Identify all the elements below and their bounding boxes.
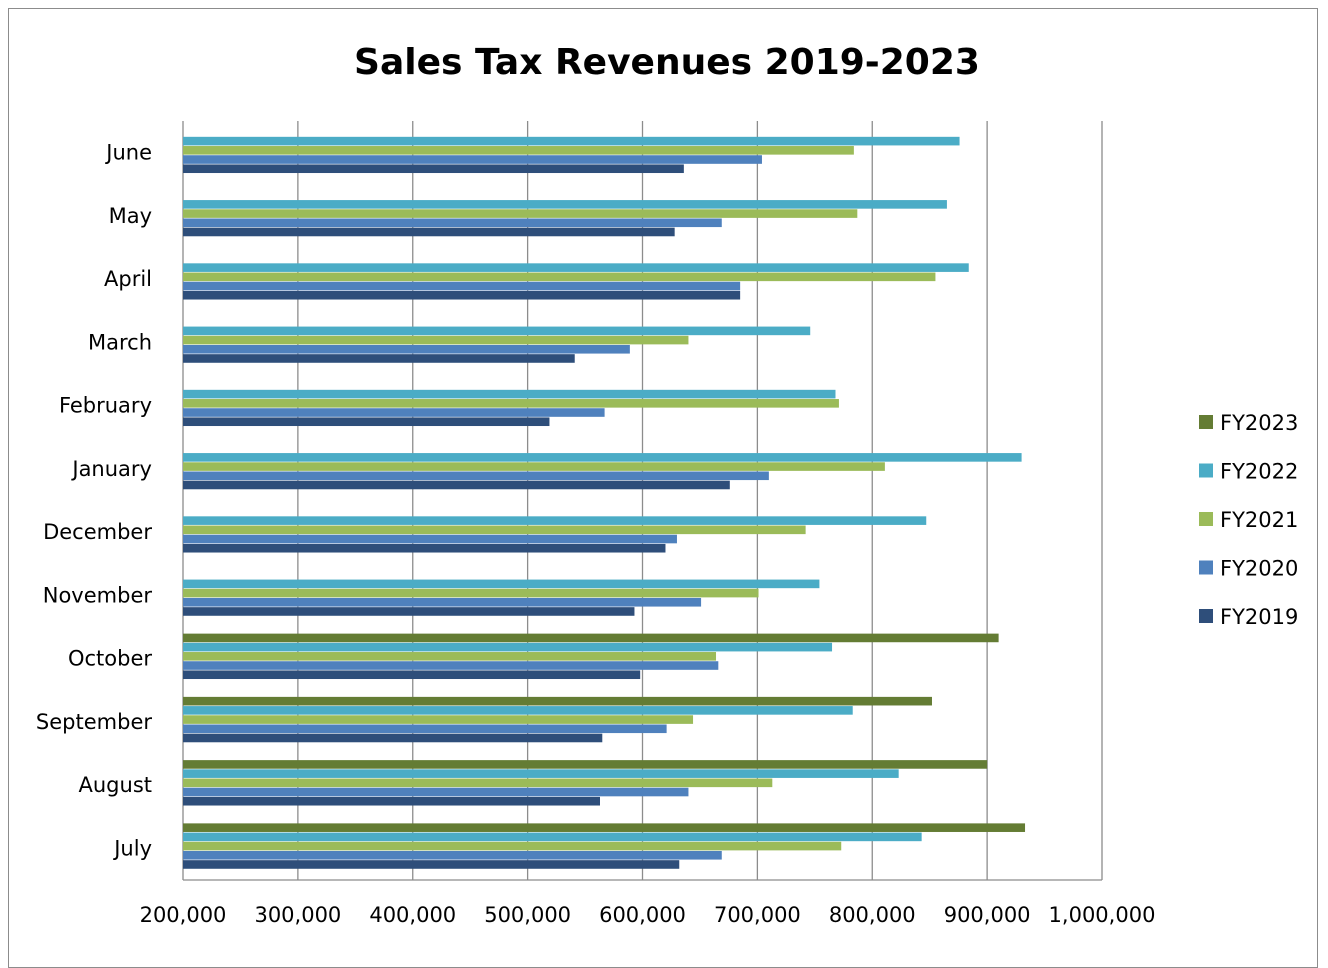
bar-fy2019-january (183, 480, 730, 490)
bar-fy2019-september (183, 733, 603, 743)
legend-swatch-fy2022 (1199, 463, 1213, 478)
x-tick-label-7: 900,000 (944, 903, 1031, 927)
legend-label-fy2021: FY2021 (1220, 508, 1298, 532)
bar-fy2022-december (183, 516, 927, 525)
x-tick-label-1: 300,000 (254, 903, 341, 927)
bar-fy2019-october (183, 670, 641, 680)
bar-fy2020-february (183, 408, 605, 417)
x-tick-label-0: 200,000 (140, 903, 227, 927)
bar-fy2021-january (183, 462, 885, 471)
legend-label-fy2022: FY2022 (1220, 460, 1298, 484)
category-label-july: July (112, 836, 152, 860)
legend-swatch-fy2023 (1199, 415, 1213, 429)
category-labels: July August September October November Decemb… (36, 141, 152, 861)
bar-fy2021-october (183, 652, 717, 661)
category-label-october: October (68, 647, 152, 671)
bar-fy2020-may (183, 218, 722, 228)
legend-label-fy2023: FY2023 (1220, 411, 1298, 435)
bar-fy2020-june (183, 155, 762, 164)
bar-fy2020-april (183, 281, 741, 291)
bar-fy2019-december (183, 543, 666, 553)
bar-fy2021-september (183, 715, 694, 724)
bar-fy2020-march (183, 344, 630, 354)
category-label-may: May (109, 204, 152, 228)
legend-swatch-fy2021 (1199, 512, 1213, 526)
bar-fy2020-november (183, 597, 702, 607)
x-tick-label-8: 1,000,000 (1049, 903, 1156, 927)
bar-fy2022-february (183, 389, 836, 399)
bar-fy2022-october (183, 642, 833, 652)
legend: FY2023 FY2022 FY2021 FY2020 FY2019 (1199, 411, 1298, 629)
category-label-november: November (43, 583, 153, 607)
bar-fy2021-november (183, 588, 759, 598)
legend-swatch-fy2020 (1199, 560, 1213, 575)
bar-fy2023-august (183, 760, 988, 769)
bar-fy2019-july (183, 860, 680, 869)
bar-chart: Sales Tax Revenues 2019-2023 July August S… (36, 42, 1298, 927)
category-label-march: March (88, 330, 152, 354)
bar-fy2022-november (183, 579, 820, 589)
bar-fy2023-october (183, 633, 999, 643)
bar-fy2021-february (183, 399, 839, 408)
category-label-february: February (59, 394, 152, 418)
bar-fy2023-july (183, 823, 1026, 832)
category-label-june: June (104, 141, 152, 165)
category-label-april: April (104, 267, 152, 291)
bar-fy2020-september (183, 724, 667, 734)
x-tick-labels: 200,000 300,000 400,000 500,000 600,000 700,0… (140, 903, 1156, 927)
bar-fy2022-march (183, 326, 811, 336)
bar-fy2021-july (183, 841, 842, 851)
category-label-august: August (79, 773, 153, 797)
bar-fy2022-april (183, 263, 969, 272)
bar-fy2020-august (183, 787, 689, 797)
x-tick-label-2: 400,000 (369, 903, 456, 927)
legend-label-fy2020: FY2020 (1220, 557, 1298, 581)
bar-fy2022-january (183, 453, 1022, 462)
bar-fy2022-september (183, 706, 853, 715)
bar-fy2020-july (183, 850, 722, 860)
bar-fy2019-february (183, 417, 550, 427)
bar-fy2022-june (183, 136, 960, 146)
chart-title: Sales Tax Revenues 2019-2023 (354, 42, 980, 83)
x-tick-label-3: 500,000 (484, 903, 571, 927)
bar-fy2019-april (183, 290, 741, 300)
x-tick-label-6: 800,000 (829, 903, 916, 927)
bar-fy2020-october (183, 661, 719, 670)
legend-label-fy2019: FY2019 (1220, 605, 1298, 629)
bar-fy2019-june (183, 164, 684, 174)
bar-fy2019-august (183, 796, 600, 806)
category-label-december: December (43, 520, 152, 544)
bar-fy2022-may (183, 200, 947, 209)
gridlines (182, 121, 1103, 881)
x-tick-label-4: 600,000 (599, 903, 686, 927)
bar-fy2021-march (183, 335, 689, 345)
bar-fy2020-december (183, 534, 677, 544)
bar-fy2022-july (183, 832, 922, 842)
x-tick-label-5: 700,000 (714, 903, 801, 927)
bar-fy2019-march (183, 354, 575, 363)
bar-fy2019-may (183, 227, 675, 237)
bar-fy2021-august (183, 778, 773, 788)
category-label-september: September (36, 710, 152, 734)
bar-fy2021-june (183, 146, 854, 155)
bar-fy2021-may (183, 209, 858, 218)
bar-fy2023-september (183, 696, 932, 706)
bar-fy2021-april (183, 272, 936, 282)
bars (183, 136, 1026, 869)
legend-swatch-fy2019 (1199, 609, 1213, 623)
bar-fy2021-december (183, 525, 806, 535)
bar-fy2022-august (183, 769, 899, 778)
category-label-january: January (70, 457, 152, 481)
bar-fy2019-november (183, 607, 635, 616)
bar-fy2020-january (183, 471, 769, 481)
